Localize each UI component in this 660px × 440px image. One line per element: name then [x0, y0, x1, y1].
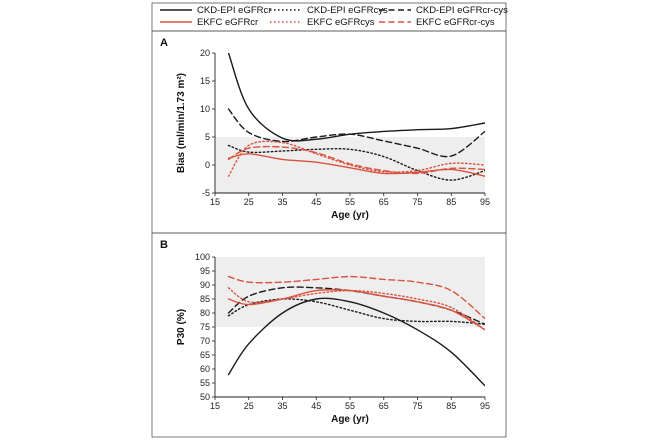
- legend-label-ckd-cys: CKD-EPI eGFRcys: [307, 5, 388, 16]
- panel-b-x-tick-label: 85: [446, 401, 456, 411]
- panel-a-x-axis-label: Age (yr): [331, 210, 369, 221]
- panel-b-series-line-3: [227, 289, 485, 331]
- panel-a-x-tick-label: 65: [379, 197, 389, 207]
- legend-label-ekfc-cr: EKFC eGFRcr: [197, 17, 258, 28]
- panel-a-y-tick-label: 5: [205, 132, 210, 142]
- panel-b-y-axis-label: P30 (%): [176, 309, 187, 345]
- panel-a-x-tick-label: 95: [480, 197, 490, 207]
- panel-b-x-tick-label: 75: [412, 401, 422, 411]
- panel-a-series-line-5: [227, 145, 485, 175]
- panel-a-series-line-2: [227, 108, 485, 158]
- legend-label-ckd-cr: CKD-EPI eGFRcr: [197, 5, 271, 16]
- panel-b-y-tick-label: 65: [200, 350, 210, 360]
- panel-b-series-line-5: [227, 275, 485, 320]
- panel-a-y-axis-label: Bias (ml/min/1.73 m²): [176, 73, 187, 173]
- panel-b-x-tick-label: 35: [277, 401, 287, 411]
- panel-a-plot: 15 25 35 45 55 65 75 85 95 -5 0 5 10 15 20 Age (yr) Bias…: [176, 48, 490, 221]
- panel-b-x-tick-label: 95: [480, 401, 490, 411]
- panel-b-y-tick-label: 75: [200, 322, 210, 332]
- panel-b-letter: B: [160, 239, 168, 251]
- panel-a-y-tick-label: -5: [202, 188, 210, 198]
- panel-a-y-tick-label: 15: [200, 76, 210, 86]
- panel-a-y-tick-label: 20: [200, 48, 210, 58]
- legend-label-ekfc-crcys: EKFC eGFRcr-cys: [416, 17, 495, 28]
- panel-a-x-tick-label: 45: [311, 197, 321, 207]
- panel-b-y-tick-label: 90: [200, 280, 210, 290]
- panel-a-letter: A: [160, 37, 168, 49]
- panel-b-frame: [151, 232, 507, 438]
- panel-b-y-tick-label: 60: [200, 364, 210, 374]
- panel-b-y-tick-label: 95: [200, 266, 210, 276]
- panel-a-series-line-0: [227, 53, 485, 142]
- panel-b-x-tick-label: 15: [210, 401, 220, 411]
- panel-b-x-tick-label: 55: [345, 401, 355, 411]
- panel-a-y-tick-label: 0: [205, 160, 210, 170]
- legend-label-ckd-crcys: CKD-EPI eGFRcr-cys: [416, 5, 508, 16]
- panel-b-plot: 15 25 35 45 55 65 75 85 95 50 55 60 65 70 75 80 85 90 95 10…: [176, 252, 490, 425]
- panel-b-y-tick-label: 50: [200, 392, 210, 402]
- panel-b-series-line-0: [227, 297, 485, 387]
- panel-a-x-tick-label: 85: [446, 197, 456, 207]
- panel-b-x-axis-label: Age (yr): [331, 414, 369, 425]
- panel-a-x-tick-label: 75: [412, 197, 422, 207]
- panel-b-y-tick-label: 85: [200, 294, 210, 304]
- panel-b-x-tick-label: 25: [244, 401, 254, 411]
- panel-b-y-tick-label: 70: [200, 336, 210, 346]
- panel-a-x-tick-label: 25: [244, 197, 254, 207]
- panel-a-shaded-band: [215, 137, 485, 193]
- legend-label-ekfc-cys: EKFC eGFRcys: [307, 17, 375, 28]
- panel-b-x-tick-label: 45: [311, 401, 321, 411]
- panel-b-series-line-4: [227, 287, 485, 331]
- panel-a-x-tick-label: 35: [277, 197, 287, 207]
- panel-a-series-line-4: [227, 140, 485, 177]
- panel-b-y-tick-label: 55: [200, 378, 210, 388]
- panel-b-shaded-band: [215, 257, 485, 327]
- legend-box: CKD-EPI eGFRcr CKD-EPI eGFRcys CKD-EPI e…: [151, 2, 508, 32]
- panel-a-x-tick-label: 15: [210, 197, 220, 207]
- panel-a-y-tick-label: 10: [200, 104, 210, 114]
- panel-b-x-tick-label: 65: [379, 401, 389, 411]
- panel-b-y-tick-label: 80: [200, 308, 210, 318]
- panel-b-y-tick-label: 100: [195, 252, 210, 262]
- panel-a-x-tick-label: 55: [345, 197, 355, 207]
